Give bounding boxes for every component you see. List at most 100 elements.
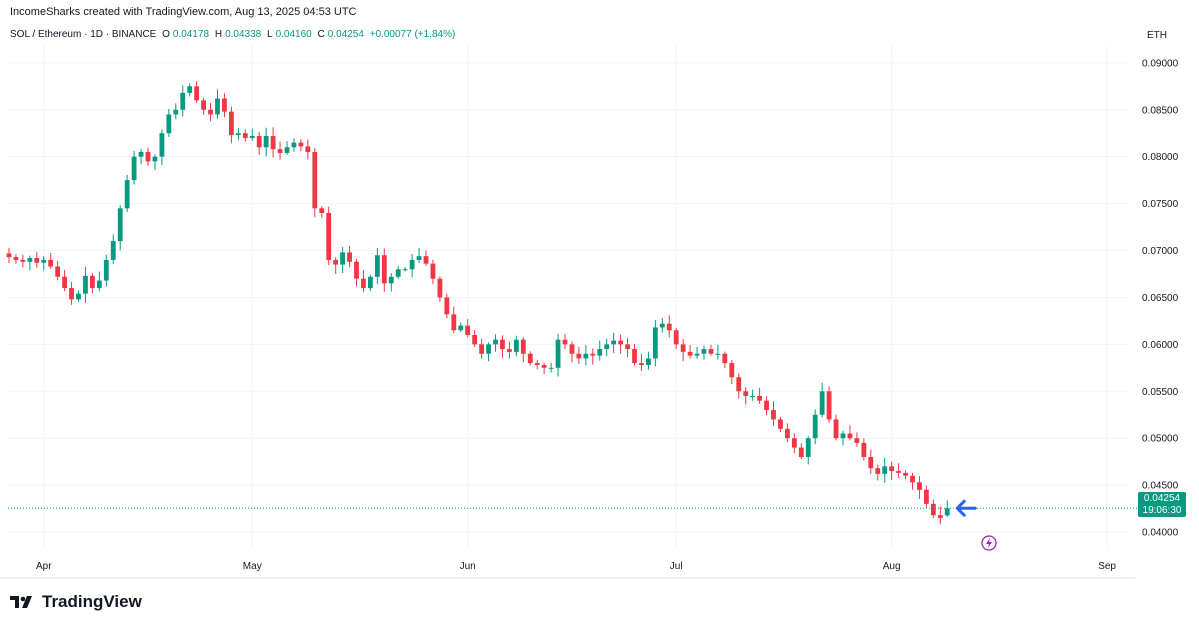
candle-body [124,180,130,209]
arrow-left-icon [955,499,977,517]
candle-body [312,151,318,209]
candle-body [778,419,783,429]
candle-body [618,340,623,345]
candle-body [145,151,151,162]
open-value: 0.04178 [172,29,210,40]
candle-body [930,503,936,516]
y-tick-label: 0.06000 [1142,340,1179,351]
candle-body [597,349,603,356]
candle-body [520,339,526,354]
candle-body [83,275,88,294]
candle-body [896,471,901,473]
candle-body [493,339,498,345]
attribution-text: IncomeSharks created with TradingView.co… [10,6,357,18]
candle-body [868,456,874,469]
candle-body [944,508,950,516]
candle-body [527,353,533,364]
candle-body [416,256,422,260]
candle-body [215,98,220,115]
candle-body [611,340,617,345]
candle-body [534,363,540,366]
candle-body [840,433,846,439]
candle-body [423,256,429,264]
brand-name: TradingView [42,592,142,611]
candle-body [437,278,443,298]
candle-body [103,259,109,281]
candle-body [694,353,700,356]
candle-body [368,276,373,289]
candle-body [479,344,484,354]
candle-body [486,344,491,354]
y-tick-label: 0.06500 [1142,293,1179,304]
candle-body [805,438,811,457]
candle-body [659,323,665,328]
candle-body [340,252,345,265]
candle-body [701,349,707,354]
candle-body [729,363,735,378]
candle-body [242,133,248,138]
symbol-label: SOL / Ethereum · 1D · BINANCE [10,29,157,40]
candle-body [771,410,776,420]
candle-body [34,258,40,263]
candle-body [20,259,26,262]
candle-body [548,367,554,369]
candle-body [847,433,853,439]
candle-body [562,339,568,345]
candle-body [194,86,200,101]
candle-body [110,241,116,260]
candle-body [507,349,512,352]
candle-body [166,114,172,134]
y-tick-label: 0.04500 [1142,481,1179,492]
x-tick-label: Jun [460,561,476,572]
candle-body [639,363,644,366]
last-price-value: 0.04254 [1143,493,1181,504]
y-tick-label: 0.05500 [1142,387,1179,398]
candle-body [444,297,450,315]
candle-body [722,353,728,364]
candle-body [41,259,47,263]
candle-body [27,258,33,262]
candle-body [451,314,457,331]
y-tick-label: 0.07500 [1142,199,1179,210]
currency-label: ETH [1147,30,1167,41]
candle-body [541,365,547,368]
candle-body [715,353,721,355]
candle-body [173,109,179,115]
candle-body [569,344,575,354]
candle-body [402,269,408,271]
candle-body [458,325,464,331]
candle-body [590,353,596,356]
candle-body [646,358,651,366]
candle-body [55,266,61,277]
candle-body [395,269,401,277]
candle-body [903,472,908,476]
candle-body [708,349,714,354]
candle-body [117,208,123,242]
symbol-legend: SOL / Ethereum · 1D · BINANCE O 0.04178 H… [10,29,458,40]
candle-body [326,212,332,260]
candle-body [785,428,790,439]
candle-body [263,136,269,148]
candle-body [361,278,366,289]
candle-body [409,259,415,270]
candle-body [354,261,359,279]
candle-body [298,142,304,147]
candle-body [937,515,943,518]
candle-body [666,323,672,331]
tradingview-logo: TradingView [10,592,142,612]
candle-body [256,136,262,148]
candle-body [6,253,12,258]
y-tick-label: 0.08500 [1142,105,1179,116]
candle-body [62,276,67,289]
candle-body [222,98,227,112]
candle-body [284,147,290,153]
candle-body [277,149,283,153]
y-tick-label: 0.09000 [1142,58,1179,69]
lightning-icon[interactable] [981,535,997,551]
candle-body [270,136,276,150]
candle-body [96,280,102,289]
candle-body [500,339,505,350]
countdown-value: 19:06:30 [1142,505,1182,516]
close-label: C [317,29,325,40]
